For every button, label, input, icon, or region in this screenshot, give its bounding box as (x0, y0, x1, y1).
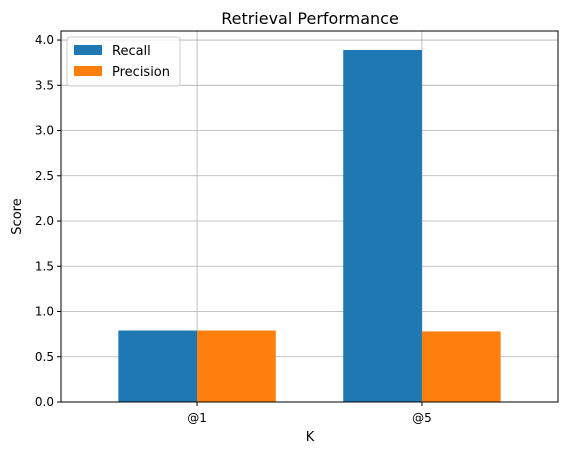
legend-swatch-precision (74, 66, 102, 76)
y-tick-label: 4.0 (35, 33, 54, 47)
y-tick-label: 1.5 (35, 259, 54, 273)
bar-precision-1 (197, 330, 276, 402)
legend-label-recall: Recall (112, 44, 151, 59)
bar-precision-5 (421, 331, 501, 402)
legend: Recall Precision (66, 36, 181, 87)
x-tick-label: @1 (187, 411, 207, 425)
y-tick-label: 2.5 (35, 169, 54, 183)
y-axis-label: Score (10, 198, 25, 234)
x-ticks: @1 @5 (187, 402, 432, 425)
bar-recall-1 (118, 330, 198, 402)
y-ticks: 0.0 0.5 1.0 1.5 2.0 2.5 3.0 3.5 4.0 (35, 33, 61, 409)
bars (118, 50, 501, 402)
y-tick-label: 0.0 (35, 395, 54, 409)
legend-swatch-recall (74, 45, 102, 55)
bar-recall-5 (343, 50, 422, 402)
chart-title: Retrieval Performance (221, 9, 399, 28)
y-tick-label: 3.0 (35, 124, 54, 138)
y-tick-label: 1.0 (35, 305, 54, 319)
legend-label-precision: Precision (112, 65, 170, 80)
y-tick-label: 3.5 (35, 78, 54, 92)
y-tick-label: 0.5 (35, 350, 54, 364)
x-tick-label: @5 (412, 411, 432, 425)
x-axis-label: K (306, 430, 315, 445)
y-tick-label: 2.0 (35, 214, 54, 228)
plot-frame (60, 30, 559, 403)
